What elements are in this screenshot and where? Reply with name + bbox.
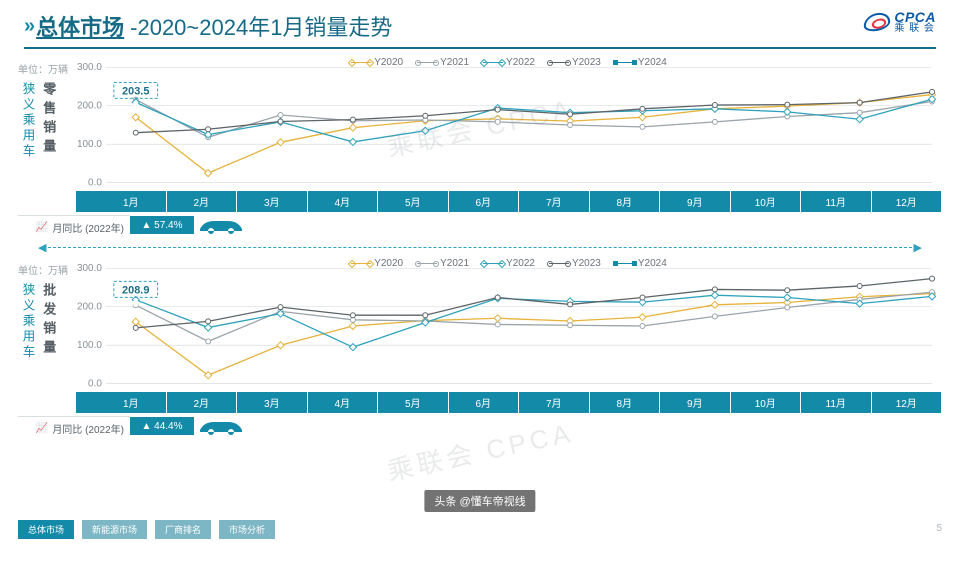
arrow-right-icon: ▶ — [912, 241, 924, 254]
month-cell: 5月 — [378, 392, 449, 413]
chart-retail: 单位：万辆 狭义乘用车 零售销量 Y2020Y2021Y2022Y2023Y20… — [18, 53, 942, 235]
month-cell: 2月 — [167, 392, 238, 413]
x-axis-months: 1月2月3月4月5月6月7月8月9月10月11月12月 — [76, 191, 942, 212]
page-number: 5 — [936, 523, 942, 534]
legend-item: Y2022 — [483, 258, 535, 269]
yoy-bar: ▲ 57.4% — [130, 215, 942, 235]
yoy-label: 📈 月同比 (2022年) — [18, 215, 130, 235]
month-cell: 11月 — [801, 191, 872, 212]
svg-text:203.5: 203.5 — [122, 85, 149, 97]
legend-item: Y2021 — [417, 57, 469, 68]
chart-divider: ◀▶ — [36, 241, 924, 254]
month-cell: 4月 — [308, 392, 379, 413]
month-cell: 7月 — [519, 191, 590, 212]
trend-icon: 📈 — [36, 222, 48, 233]
month-cell: 8月 — [590, 392, 661, 413]
legend-item: Y2023 — [549, 57, 601, 68]
month-cell: 11月 — [801, 392, 872, 413]
month-cell: 10月 — [731, 191, 802, 212]
legend-item: Y2020 — [351, 57, 403, 68]
legend-item: Y2022 — [483, 57, 535, 68]
nav-tab[interactable]: 总体市场 — [18, 520, 74, 539]
month-cell: 3月 — [237, 392, 308, 413]
legend-item: Y2023 — [549, 258, 601, 269]
nav-tab[interactable]: 厂商排名 — [155, 520, 211, 539]
month-cell: 4月 — [308, 191, 379, 212]
month-cell: 1月 — [96, 392, 167, 413]
arrow-left-icon: ◀ — [36, 241, 48, 254]
month-cell: 6月 — [449, 191, 520, 212]
trend-icon: 📈 — [36, 423, 48, 434]
nav-tab[interactable]: 市场分析 — [219, 520, 275, 539]
retail-plot: 0.0100.0200.0300.0203.5 — [76, 53, 942, 191]
logo-en: CPCA — [894, 10, 936, 24]
nav-tab[interactable]: 新能源市场 — [82, 520, 147, 539]
car-icon — [194, 416, 246, 436]
cpca-logo: CPCA 乘 联 会 — [864, 10, 936, 34]
chart-wholesale: 单位：万辆 狭义乘用车 批发销量 Y2020Y2021Y2022Y2023Y20… — [18, 254, 942, 436]
svg-text:100.0: 100.0 — [77, 139, 102, 150]
logo-swirl-icon — [864, 11, 890, 33]
month-cell: 7月 — [519, 392, 590, 413]
month-cell: 5月 — [378, 191, 449, 212]
yoy-label: 📈 月同比 (2022年) — [18, 416, 130, 436]
chart-type-label: 零售销量 — [38, 82, 59, 160]
month-cell: 12月 — [872, 191, 943, 212]
x-axis-months: 1月2月3月4月5月6月7月8月9月10月11月12月 — [76, 392, 942, 413]
month-cell: 8月 — [590, 191, 661, 212]
wholesale-plot: 0.0100.0200.0300.0208.9 — [76, 254, 942, 392]
side-category: 狭义乘用车 — [18, 82, 36, 160]
bottom-nav: 总体市场新能源市场厂商排名市场分析 — [0, 518, 960, 540]
svg-text:208.9: 208.9 — [122, 284, 149, 296]
yoy-value: ▲ 44.4% — [130, 417, 194, 435]
source-tag: 头条 @懂车帝视线 — [424, 490, 535, 512]
month-cell: 9月 — [660, 191, 731, 212]
yoy-value: ▲ 57.4% — [130, 216, 194, 234]
charts-container: 单位：万辆 狭义乘用车 零售销量 Y2020Y2021Y2022Y2023Y20… — [0, 49, 960, 436]
month-cell: 2月 — [167, 191, 238, 212]
legend-item: Y2021 — [417, 258, 469, 269]
legend-item: Y2024 — [615, 57, 667, 68]
unit-label: 单位：万辆 — [18, 262, 68, 277]
legend: Y2020 Y2021 Y2022 Y2023 Y2024 — [76, 55, 942, 68]
title-main: 总体市场 — [36, 10, 124, 42]
svg-text:0.0: 0.0 — [88, 379, 102, 390]
car-icon — [194, 215, 246, 235]
legend: Y2020 Y2021 Y2022 Y2023 Y2024 — [76, 256, 942, 269]
unit-label: 单位：万辆 — [18, 61, 68, 76]
title-sub: -2020~2024年1月销量走势 — [130, 10, 392, 42]
month-cell: 9月 — [660, 392, 731, 413]
legend-item: Y2020 — [351, 258, 403, 269]
legend-item: Y2024 — [615, 258, 667, 269]
logo-zh: 乘 联 会 — [894, 24, 936, 34]
svg-text:0.0: 0.0 — [88, 178, 102, 189]
svg-text:200.0: 200.0 — [77, 302, 102, 313]
side-category: 狭义乘用车 — [18, 283, 36, 361]
title-wrap: » 总体市场 -2020~2024年1月销量走势 — [24, 10, 392, 42]
header: » 总体市场 -2020~2024年1月销量走势 CPCA 乘 联 会 — [0, 0, 960, 42]
month-cell: 12月 — [872, 392, 943, 413]
month-cell: 3月 — [237, 191, 308, 212]
svg-text:200.0: 200.0 — [77, 101, 102, 112]
chevron-double-icon: » — [24, 15, 30, 38]
month-cell: 6月 — [449, 392, 520, 413]
yoy-bar: ▲ 44.4% — [130, 416, 942, 436]
chart-type-label: 批发销量 — [38, 283, 59, 361]
svg-text:100.0: 100.0 — [77, 340, 102, 351]
month-cell: 10月 — [731, 392, 802, 413]
month-cell: 1月 — [96, 191, 167, 212]
